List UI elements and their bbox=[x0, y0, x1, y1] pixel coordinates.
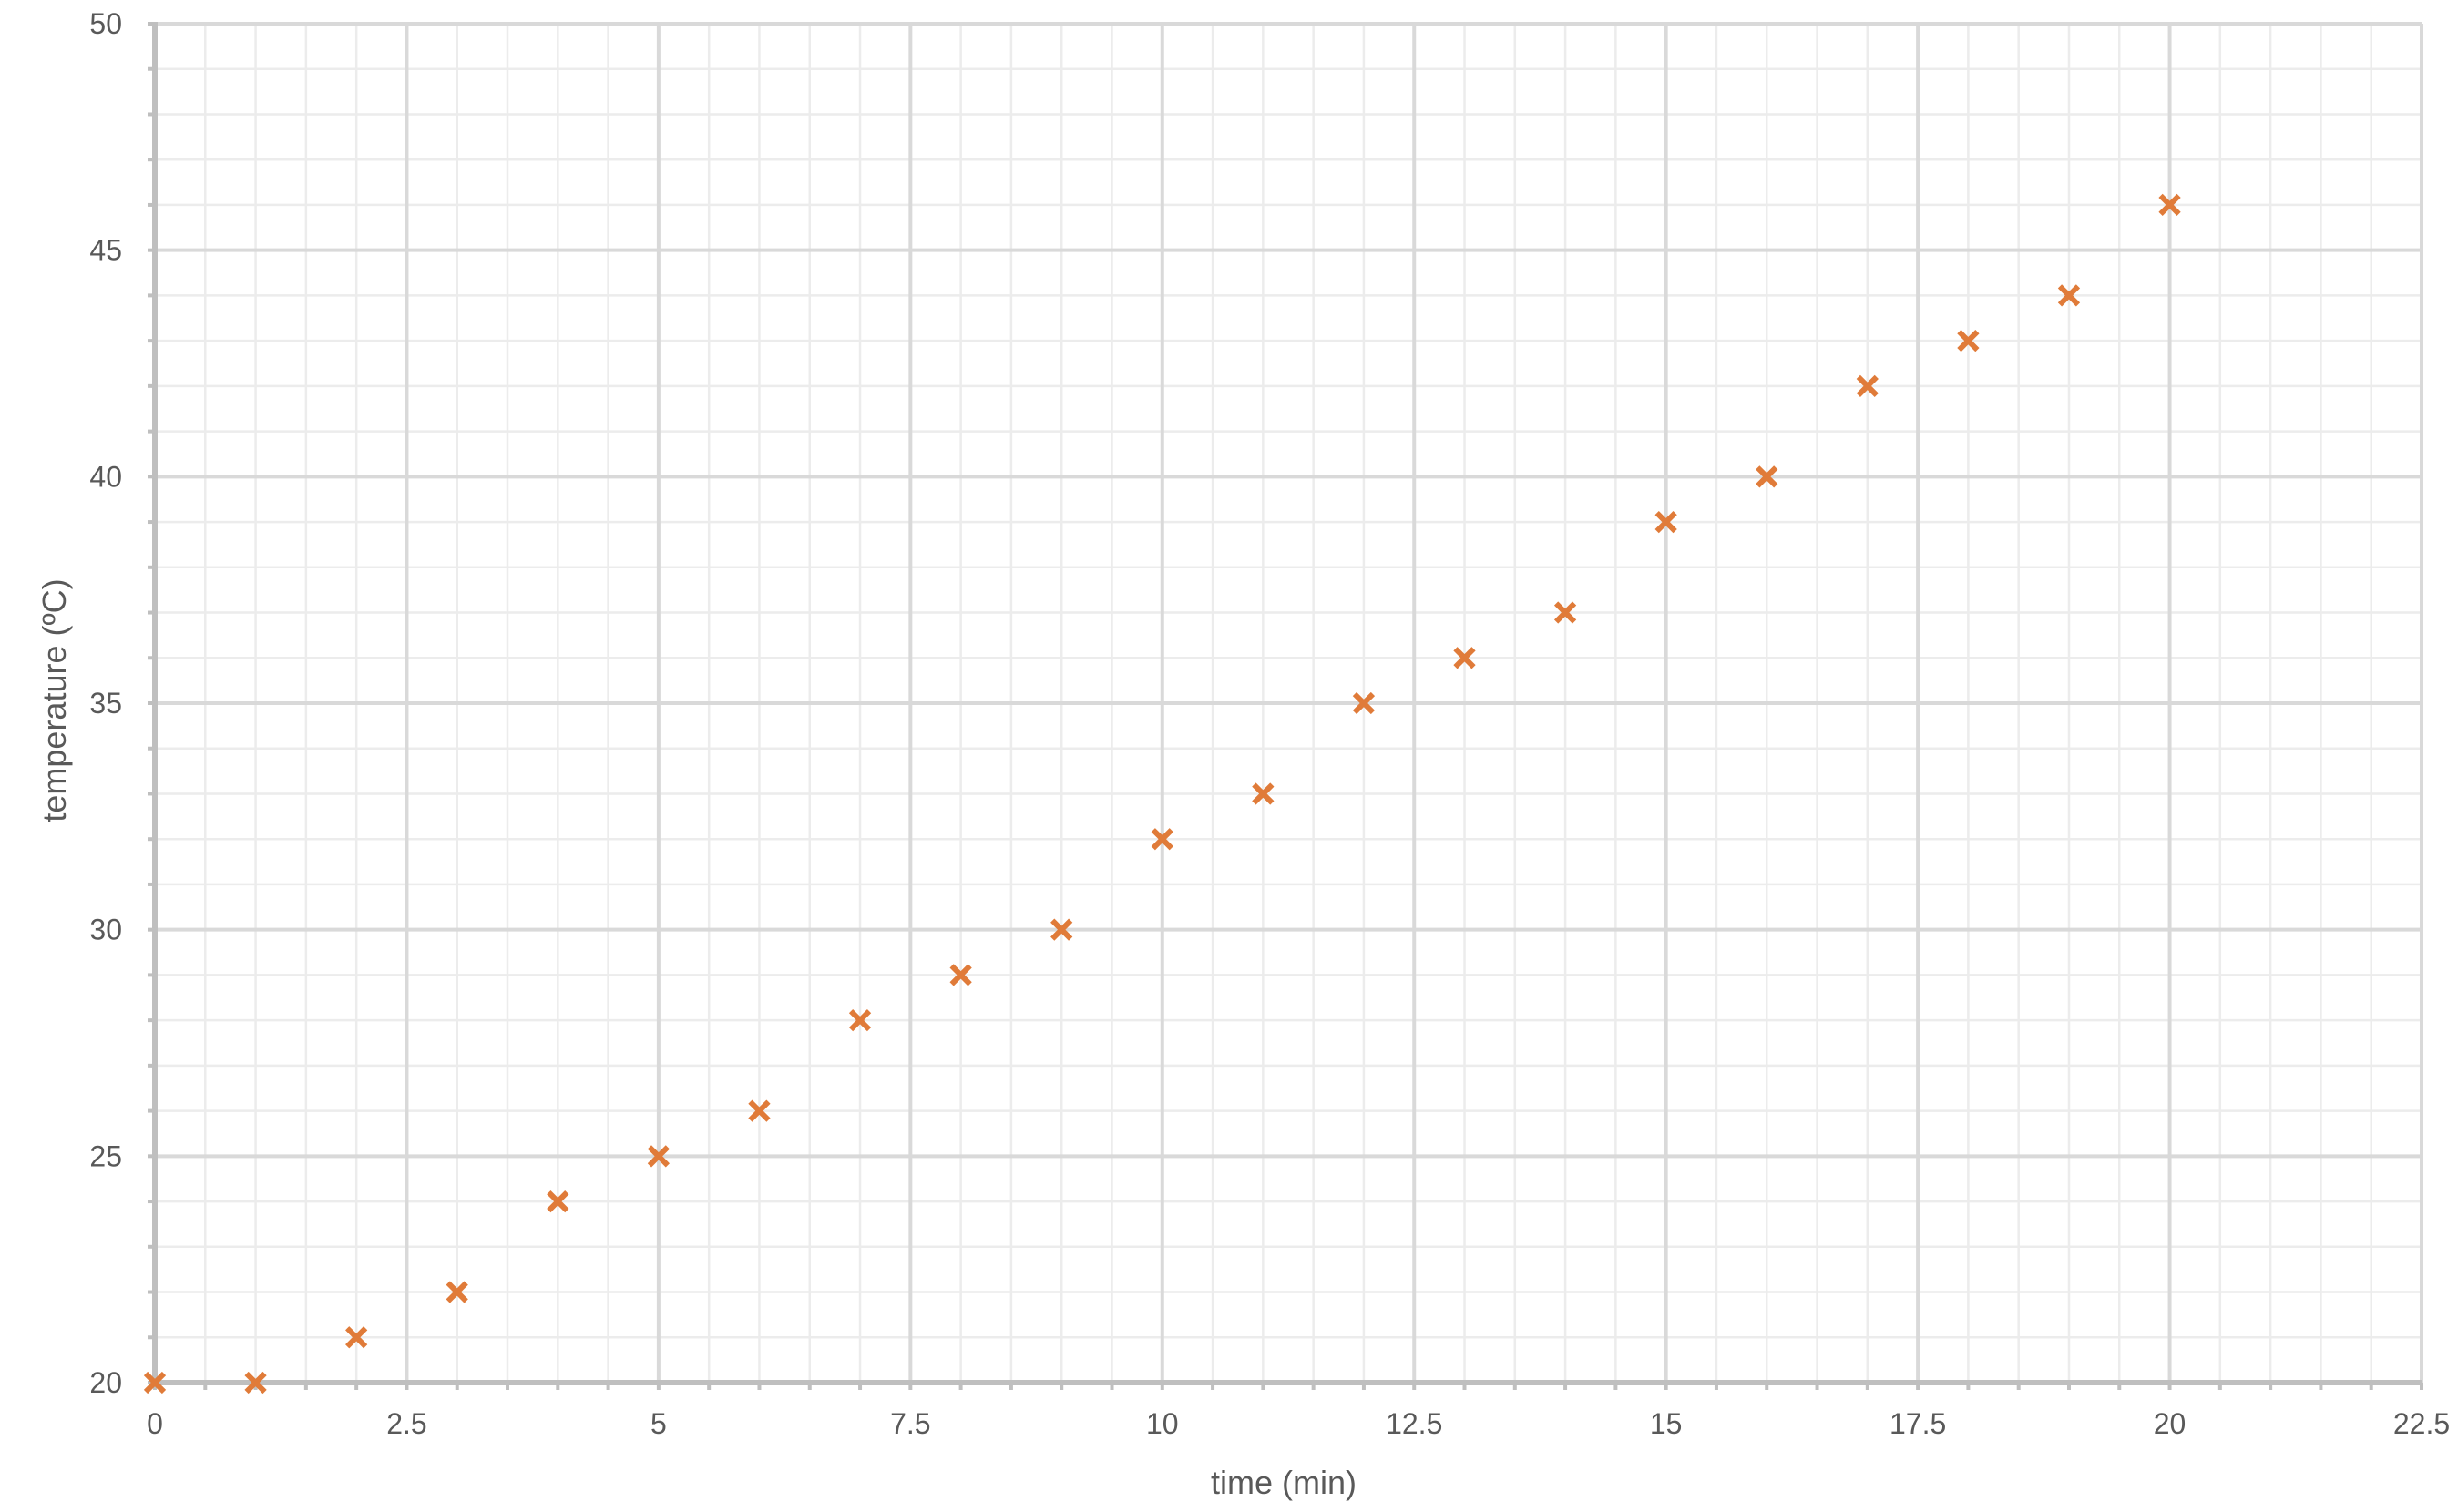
data-point bbox=[1252, 782, 1275, 805]
data-point bbox=[647, 1145, 671, 1168]
marker-stroke bbox=[1553, 601, 1577, 624]
data-point bbox=[848, 1009, 872, 1032]
marker-stroke bbox=[647, 1145, 671, 1168]
y-tick-label: 30 bbox=[89, 914, 122, 946]
marker-stroke bbox=[143, 1371, 167, 1395]
marker-stroke bbox=[1050, 918, 1073, 941]
x-tick-label: 17.5 bbox=[1890, 1407, 1946, 1440]
data-point bbox=[547, 1190, 569, 1213]
data-point bbox=[1756, 465, 1778, 488]
marker-stroke bbox=[848, 1009, 872, 1032]
marker-stroke bbox=[1856, 374, 1879, 397]
data-point bbox=[345, 1326, 368, 1349]
y-axis-title: temperature (ºC) bbox=[36, 578, 73, 822]
data-point bbox=[1352, 691, 1376, 715]
data-point bbox=[1957, 330, 1980, 352]
y-tick-label: 35 bbox=[89, 687, 122, 720]
x-tick-label: 22.5 bbox=[2393, 1407, 2450, 1440]
x-tick-label: 2.5 bbox=[386, 1407, 426, 1440]
x-tick-label: 12.5 bbox=[1386, 1407, 1442, 1440]
data-point bbox=[1654, 510, 1677, 534]
y-tick-label: 50 bbox=[89, 7, 122, 40]
axes bbox=[148, 22, 2423, 1390]
marker-stroke bbox=[748, 1099, 771, 1122]
marker-stroke bbox=[2057, 284, 2081, 307]
data-point bbox=[1553, 601, 1577, 624]
x-tick-label: 15 bbox=[1650, 1407, 1683, 1440]
marker-stroke bbox=[1252, 782, 1275, 805]
y-tick-label: 20 bbox=[89, 1366, 122, 1399]
data-point bbox=[1453, 647, 1476, 669]
data-point bbox=[143, 1371, 167, 1395]
data-point bbox=[1151, 828, 1173, 851]
marker-stroke bbox=[547, 1190, 569, 1213]
data-point bbox=[244, 1371, 267, 1395]
data-point bbox=[2057, 284, 2081, 307]
x-tick-label: 20 bbox=[2154, 1407, 2187, 1440]
marker-stroke bbox=[446, 1281, 468, 1303]
marker-stroke bbox=[1151, 828, 1173, 851]
data-point bbox=[1050, 918, 1073, 941]
x-tick-label: 0 bbox=[147, 1407, 163, 1440]
marker-stroke bbox=[345, 1326, 368, 1349]
x-axis-title: time (min) bbox=[1211, 1464, 1357, 1501]
data-point bbox=[949, 964, 972, 986]
x-tick-label: 5 bbox=[650, 1407, 667, 1440]
marker-stroke bbox=[244, 1371, 267, 1395]
marker-stroke bbox=[1352, 691, 1376, 715]
marker-stroke bbox=[1453, 647, 1476, 669]
y-tick-label: 40 bbox=[89, 460, 122, 493]
data-point bbox=[2158, 193, 2181, 217]
marker-stroke bbox=[1957, 330, 1980, 352]
marker-stroke bbox=[1756, 465, 1778, 488]
data-point bbox=[446, 1281, 468, 1303]
marker-stroke bbox=[949, 964, 972, 986]
marker-stroke bbox=[1654, 510, 1677, 534]
y-tick-label: 25 bbox=[89, 1139, 122, 1172]
y-tick-labels: 20 25 30 35 40 45 50 bbox=[89, 7, 122, 1399]
data-point bbox=[1856, 374, 1879, 397]
x-tick-labels: 0 2.5 5 7.5 10 12.5 15 17.5 20 22.5 bbox=[147, 1407, 2450, 1440]
x-tick-label: 7.5 bbox=[890, 1407, 930, 1440]
x-tick-label: 10 bbox=[1146, 1407, 1179, 1440]
major-gridlines bbox=[153, 22, 2423, 1384]
marker-stroke bbox=[2158, 193, 2181, 217]
data-points bbox=[143, 193, 2181, 1395]
y-tick-label: 45 bbox=[89, 234, 122, 267]
data-point bbox=[748, 1099, 771, 1122]
